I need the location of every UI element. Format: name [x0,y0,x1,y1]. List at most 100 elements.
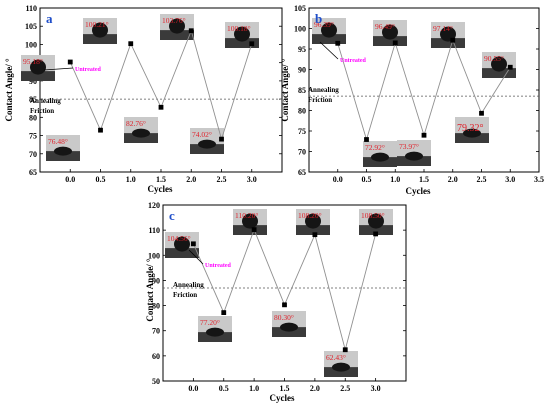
droplet-photo [198,316,232,342]
droplet-photo [160,14,194,40]
data-point [507,64,513,70]
value-label: 90.55° [484,54,504,63]
droplet-photo [21,55,55,81]
droplet-photo [83,18,117,44]
x-tick-label: 0.0 [65,175,75,184]
x-tick-label: 1.0 [126,175,136,184]
droplet-photo [190,128,224,154]
droplet [242,213,258,229]
droplet-photo [272,311,306,337]
x-tick-label: 3.0 [371,384,381,393]
droplet [132,128,150,138]
droplet-photo [324,351,358,377]
value-label: 73.97° [399,142,419,151]
droplet-photo [455,117,489,143]
data-point [421,132,427,138]
photo-substrate [431,38,465,48]
y-tick-label: 65 [29,168,37,177]
photo-substrate [324,367,358,377]
data-point [190,241,196,247]
series-line [69,29,253,141]
value-label: 108.50° [361,211,385,220]
photo-substrate [21,71,55,81]
droplet-photo [373,20,407,46]
data-point [158,104,164,110]
droplet [54,146,72,156]
droplet-photo [312,18,346,44]
y-tick-label: 90 [298,66,306,75]
x-tick-label: 1.5 [156,175,166,184]
data-point [312,232,318,238]
x-tick-label: 1.0 [390,175,400,184]
data-point [282,302,287,308]
reference-label: Friction [308,96,332,104]
data-point [364,137,369,142]
y-tick-label: 75 [29,132,37,141]
y-tick-label: 95 [298,45,306,54]
x-tick-label: 1.0 [249,384,259,393]
droplet [92,22,108,38]
droplet-photo [397,140,431,166]
value-label: 74.02° [192,130,212,139]
y-tick-label: 90 [152,276,160,285]
reference-label: Annealing [30,97,61,105]
y-tick-label: 80 [29,113,37,122]
droplet [198,139,216,149]
photo-substrate [373,36,407,46]
value-label: 110.20° [235,211,258,220]
droplet-photo [359,209,393,235]
y-tick-label: 65 [298,168,306,177]
reference-label: Friction [30,107,54,115]
y-tick-label: 120 [148,201,160,210]
x-tick-label: 2.5 [340,384,350,393]
data-point [335,40,341,46]
droplet [321,22,337,38]
photo-substrate [482,68,516,78]
y-tick-label: 85 [298,86,306,95]
y-tick-label: 90 [29,77,37,86]
droplet [463,128,481,138]
droplet [332,362,350,372]
y-tick-label: 110 [25,4,37,13]
droplet [405,151,423,161]
photo-substrate [46,151,80,161]
droplet [280,322,298,332]
y-tick-label: 100 [148,251,160,260]
chart-panel-a: 657075808590951001051100.00.51.01.52.02.… [4,4,283,194]
data-point [479,110,484,116]
photo-substrate [312,34,346,44]
x-tick-label: 2.0 [186,175,196,184]
photo-substrate [233,225,267,235]
photo-substrate [160,30,194,40]
data-point [251,227,257,233]
value-label: 100.21° [85,20,109,29]
y-tick-label: 100 [25,40,37,49]
droplet [206,327,224,337]
photo-substrate [359,225,393,235]
value-label: 103.76° [162,16,186,25]
value-label: 76.48° [48,137,68,146]
y-tick-label: 105 [294,4,306,13]
data-point [219,136,224,142]
data-point [67,59,73,65]
droplet [371,152,389,162]
value-label: 82.76° [126,119,146,128]
value-label: 62.43° [326,353,346,362]
x-axis-label: Cycles [406,186,431,196]
panel-letter: b [315,11,322,26]
data-point [249,41,255,47]
data-point [188,28,194,34]
y-axis-label: Contact Angle/ ° [4,58,14,121]
value-label: 80.30° [274,313,294,322]
droplet [234,26,250,42]
x-tick-label: 3.0 [247,175,257,184]
data-point [128,41,134,47]
x-tick-label: 0.5 [96,175,106,184]
data-point [98,127,103,133]
x-axis-label: Cycles [148,184,173,194]
data-point [342,347,348,353]
photo-substrate [272,327,306,337]
droplet [368,213,384,229]
y-axis-label: Contact Angle/ ° [280,58,290,121]
